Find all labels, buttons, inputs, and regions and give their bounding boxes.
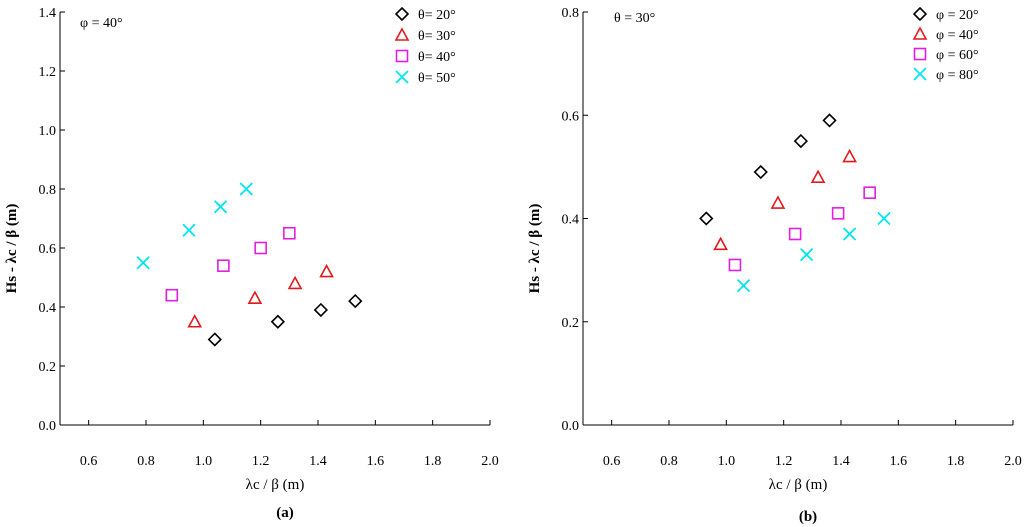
data-point-series-2-1	[713, 236, 728, 251]
y-tick-label: 1.2	[39, 65, 57, 80]
x-tick-label: 1.4	[832, 454, 850, 469]
y-tick-label: 0.4	[39, 301, 57, 316]
data-point-series-4-3-stroke-2	[842, 227, 857, 241]
legend-marker-4-stroke-2	[913, 67, 927, 81]
y-tick-label: 0.4	[562, 213, 580, 228]
y-tick-label: 0.0	[39, 419, 57, 434]
data-point-series-4-1	[136, 256, 150, 270]
data-point-series-1-2	[270, 314, 285, 329]
y-tick-label: 0.6	[562, 109, 580, 124]
data-point-series-4-2	[182, 223, 196, 237]
y-axis-label: Hs - λc / β (m)	[527, 204, 543, 294]
data-point-series-3-1	[165, 288, 179, 302]
data-point-series-4-1	[736, 278, 751, 293]
data-point-series-3-3	[254, 241, 267, 255]
legend-marker-2	[394, 27, 410, 41]
y-tick-label: 0.2	[39, 360, 57, 375]
y-axis-label: Hs - λc / β (m)	[4, 204, 20, 294]
data-point-series-4-1-stroke-2	[136, 256, 150, 270]
data-point-series-1-2	[753, 164, 768, 180]
data-point-series-4-3-stroke-2	[213, 200, 228, 214]
x-tick-label: 1.8	[424, 454, 442, 469]
data-point-series-4-2-stroke-2	[799, 248, 814, 262]
y-tick-label: 0.8	[562, 6, 580, 21]
y-tick-label: 1.4	[39, 6, 57, 21]
data-point-series-3-3	[831, 207, 845, 220]
data-point-series-3-2	[788, 227, 802, 241]
legend-label-3: θ= 40°	[418, 50, 456, 65]
y-tick-label: 0.2	[562, 316, 580, 331]
data-point-series-3-1	[728, 258, 742, 272]
x-tick-label: 1.8	[947, 454, 965, 469]
fixed-parameter-annotation: θ = 30°	[614, 11, 655, 26]
panel-label: (a)	[276, 505, 294, 521]
data-point-series-2-4	[842, 148, 857, 163]
data-point-series-4-4-stroke-2	[877, 211, 891, 226]
data-point-series-4-2	[799, 248, 814, 262]
data-point-series-1-3	[313, 302, 328, 318]
data-point-series-2-2	[247, 290, 263, 304]
x-tick-label: 0.6	[80, 454, 98, 469]
x-tick-label: 1.2	[775, 454, 793, 469]
y-tick-label: 0.8	[39, 183, 57, 198]
data-point-series-1-1	[699, 211, 714, 226]
data-point-series-4-3	[213, 200, 228, 214]
legend-label-1: θ= 20°	[418, 8, 456, 23]
legend-marker-1	[912, 6, 928, 22]
x-tick-label: 2.0	[1004, 454, 1022, 469]
data-point-series-1-3	[793, 133, 808, 149]
data-point-series-1-4	[822, 113, 837, 128]
y-tick-label: 0.0	[562, 419, 580, 434]
legend-label-2: φ = 40°	[936, 28, 979, 43]
legend-marker-4	[913, 67, 927, 81]
data-point-series-4-4	[877, 211, 891, 226]
y-tick-label: 1.0	[39, 124, 57, 139]
data-point-series-3-2	[217, 259, 230, 273]
x-tick-label: 1.4	[309, 454, 327, 469]
data-point-series-4-1-stroke-2	[736, 278, 751, 293]
x-axis-label: λc / β (m)	[769, 477, 828, 493]
x-tick-label: 0.8	[660, 454, 678, 469]
legend-label-3: φ = 60°	[936, 48, 979, 63]
x-tick-label: 1.0	[718, 454, 736, 469]
data-point-series-2-3	[287, 275, 303, 290]
fixed-parameter-annotation: φ = 40°	[80, 16, 123, 31]
y-tick-label: 0.6	[39, 242, 57, 257]
data-point-series-2-3	[810, 169, 826, 183]
legend-label-1: φ = 20°	[936, 8, 979, 23]
legend-marker-2	[912, 26, 928, 40]
data-point-series-1-4	[348, 293, 363, 309]
x-tick-label: 0.8	[137, 454, 155, 469]
legend-label-2: θ= 30°	[418, 29, 456, 44]
legend-marker-3	[913, 47, 927, 61]
x-tick-label: 1.2	[252, 454, 270, 469]
x-tick-label: 2.0	[481, 454, 499, 469]
x-tick-label: 1.6	[367, 454, 385, 469]
chart-panel-a: 0.0 0.2 0.4 0.6 0.8 1.0 1.2 1.4 0.6 0.8 1.0 1.2 1.4 1…	[4, 6, 499, 521]
data-point-series-4-4-stroke-2	[239, 182, 253, 196]
data-point-series-3-4	[283, 226, 296, 240]
data-point-series-4-4	[239, 182, 253, 196]
legend-marker-3	[395, 49, 409, 63]
panel-label: (b)	[799, 509, 817, 525]
data-point-series-4-3	[842, 227, 857, 241]
data-point-series-3-4	[863, 186, 876, 199]
legend-label-4: θ= 50°	[418, 71, 456, 86]
x-tick-label: 1.0	[195, 454, 213, 469]
data-point-series-2-4	[319, 263, 334, 278]
legend-label-4: φ = 80°	[936, 68, 979, 83]
x-tick-label: 1.6	[890, 454, 908, 469]
chart-panel-b: 0.0 0.2 0.4 0.6 0.8 0.6 0.8 1.0 1.2 1.4 1.6 1.8 2.0 λ…	[527, 6, 1022, 525]
legend-marker-1	[394, 6, 410, 22]
data-point-series-2-1	[187, 314, 203, 328]
data-point-series-2-2	[770, 195, 786, 209]
data-point-series-4-2-stroke-2	[182, 223, 196, 237]
x-axis-label: λc / β (m)	[246, 477, 305, 493]
legend-marker-4	[395, 70, 409, 84]
x-tick-label: 0.6	[603, 454, 621, 469]
legend-marker-4-stroke-2	[395, 70, 409, 84]
data-point-series-1-1	[207, 332, 222, 347]
